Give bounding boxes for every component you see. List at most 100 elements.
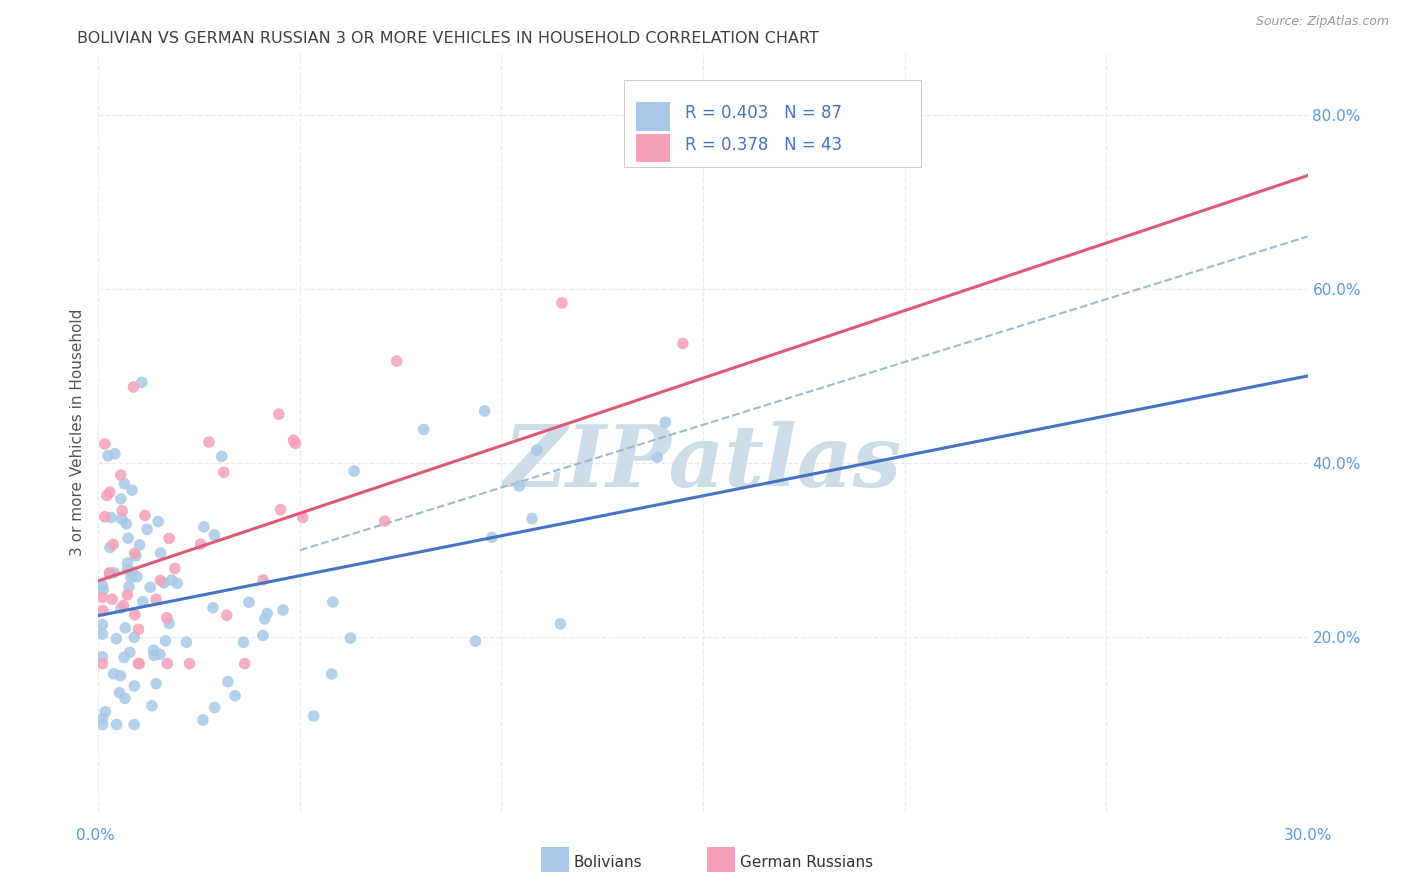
Point — [117, 531, 139, 545]
Point — [128, 538, 150, 552]
Point — [190, 537, 212, 551]
Point — [212, 465, 235, 479]
Point — [91, 583, 114, 598]
Point — [145, 592, 167, 607]
Point — [238, 595, 260, 609]
Text: R = 0.403   N = 87: R = 0.403 N = 87 — [685, 104, 842, 122]
Point — [139, 580, 162, 594]
Bar — [637, 103, 671, 131]
Point — [122, 631, 145, 645]
Point — [481, 530, 503, 544]
Point — [118, 645, 141, 659]
Point — [233, 657, 256, 671]
Point — [96, 488, 118, 502]
Point — [110, 468, 132, 483]
Point — [155, 633, 177, 648]
Point — [104, 447, 127, 461]
Point — [191, 713, 214, 727]
Point — [141, 698, 163, 713]
Point — [97, 449, 120, 463]
Point — [94, 509, 117, 524]
Point — [103, 666, 125, 681]
Point — [464, 634, 486, 648]
Point — [112, 650, 135, 665]
Point — [115, 516, 138, 531]
Point — [215, 608, 238, 623]
Point — [143, 648, 166, 663]
Point — [118, 580, 141, 594]
Point — [149, 546, 172, 560]
Point — [134, 508, 156, 523]
Point — [322, 595, 344, 609]
Point — [672, 336, 695, 351]
Point — [253, 612, 276, 626]
Point — [128, 657, 150, 671]
Point — [91, 717, 114, 731]
Point — [508, 479, 530, 493]
Text: ZIPatlas: ZIPatlas — [503, 421, 903, 505]
Point — [149, 574, 172, 588]
Point — [117, 562, 139, 576]
Point — [110, 491, 132, 506]
Point — [142, 643, 165, 657]
Point — [145, 676, 167, 690]
Point — [111, 504, 134, 518]
Text: R = 0.378   N = 43: R = 0.378 N = 43 — [685, 136, 842, 154]
Point — [232, 635, 254, 649]
Point — [201, 600, 224, 615]
Point — [105, 717, 128, 731]
Point — [91, 649, 114, 664]
Point — [112, 599, 135, 613]
Point — [256, 607, 278, 621]
Point — [284, 436, 307, 450]
Point — [124, 607, 146, 622]
Point — [156, 657, 179, 671]
Point — [204, 528, 226, 542]
Point — [152, 575, 174, 590]
Point — [117, 556, 139, 570]
Point — [112, 476, 135, 491]
Point — [252, 628, 274, 642]
Point — [114, 691, 136, 706]
Point — [252, 573, 274, 587]
Text: German Russians: German Russians — [740, 855, 873, 870]
Point — [550, 616, 572, 631]
Bar — [637, 134, 671, 162]
Point — [193, 520, 215, 534]
Point — [110, 601, 132, 615]
Point — [100, 510, 122, 524]
Point — [121, 483, 143, 497]
Point — [321, 667, 343, 681]
Point — [163, 561, 186, 575]
Point — [91, 627, 114, 641]
Point — [108, 686, 131, 700]
Point — [474, 404, 496, 418]
Point — [211, 450, 233, 464]
Point — [198, 434, 221, 449]
Point — [91, 591, 114, 605]
Point — [110, 668, 132, 682]
Point — [98, 566, 121, 581]
Point — [551, 296, 574, 310]
Point — [526, 443, 548, 458]
Point — [176, 635, 198, 649]
FancyBboxPatch shape — [624, 80, 921, 168]
Point — [127, 623, 149, 637]
Point — [654, 415, 676, 429]
Point — [302, 709, 325, 723]
Point — [283, 434, 305, 448]
Point — [343, 464, 366, 478]
Point — [117, 588, 139, 602]
Point — [156, 611, 179, 625]
Point — [339, 631, 361, 645]
Point — [179, 657, 201, 671]
Point — [520, 511, 543, 525]
Point — [412, 422, 434, 436]
Point — [148, 515, 170, 529]
Point — [94, 437, 117, 451]
Point — [125, 569, 148, 583]
Point — [291, 510, 314, 524]
Point — [103, 537, 125, 551]
Point — [91, 604, 114, 618]
Point — [217, 674, 239, 689]
